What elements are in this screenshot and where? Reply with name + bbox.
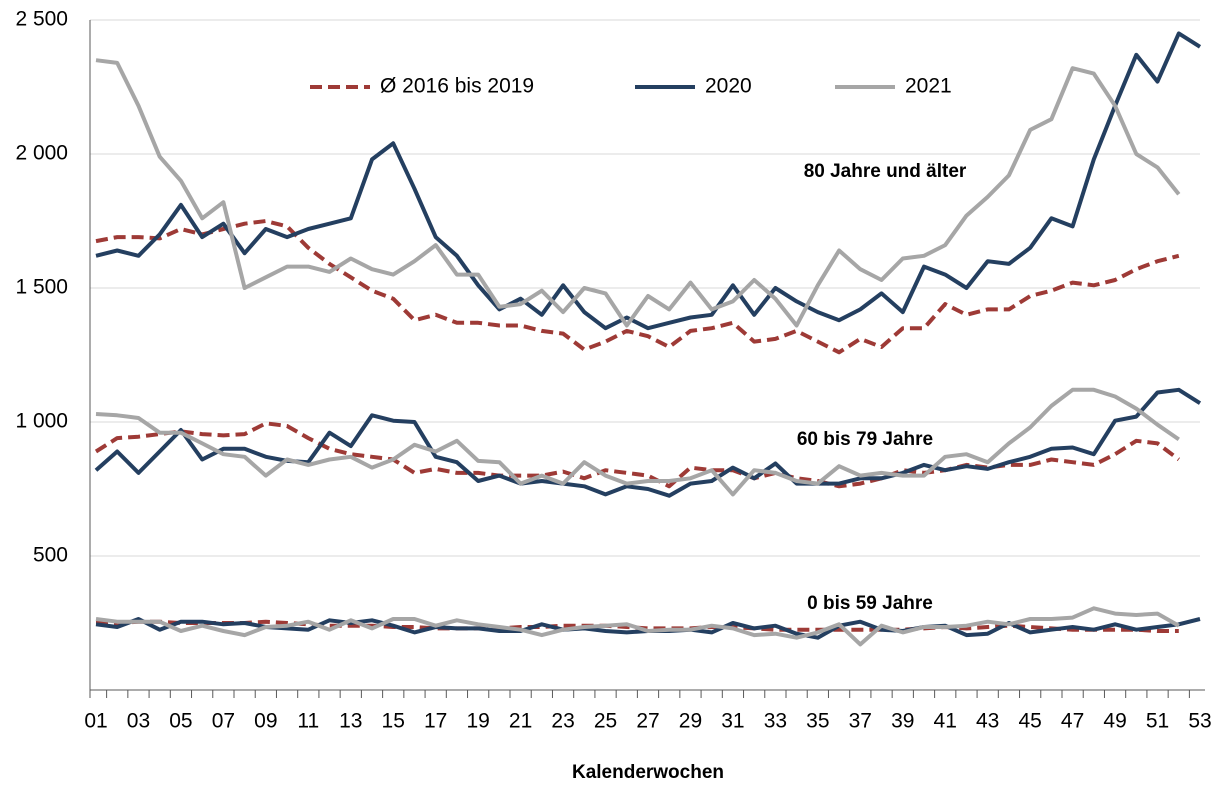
x-tick-label: 49	[1103, 710, 1126, 733]
x-tick-label: 39	[891, 710, 914, 733]
x-tick-label: 03	[127, 710, 150, 733]
series-line	[95, 58, 1181, 328]
group-label: 0 bis 59 Jahre	[807, 593, 933, 614]
x-tick-label: 21	[509, 710, 532, 733]
x-tick-label: 07	[212, 710, 235, 733]
x-tick-label: 35	[806, 710, 829, 733]
y-tick-label: 500	[33, 544, 68, 567]
group-label: 60 bis 79 Jahre	[797, 429, 933, 450]
x-tick-label: 53	[1188, 710, 1211, 733]
x-axis-label: Kalenderwochen	[572, 762, 724, 783]
x-tick-label: 01	[84, 710, 107, 733]
series-line	[95, 387, 1180, 497]
x-tick-label: 37	[849, 710, 872, 733]
legend-label: 2020	[705, 75, 752, 98]
series-line	[95, 606, 1180, 647]
x-tick-label: 41	[934, 710, 957, 733]
group-label: 80 Jahre und älter	[804, 161, 967, 182]
x-tick-label: 09	[254, 710, 277, 733]
legend-label: 2021	[905, 75, 952, 98]
x-tick-label: 45	[1018, 710, 1041, 733]
x-tick-label: 27	[636, 710, 659, 733]
legend-label: Ø 2016 bis 2019	[380, 75, 534, 98]
x-tick-label: 47	[1061, 710, 1084, 733]
x-tick-label: 23	[551, 710, 574, 733]
x-tick-label: 15	[382, 710, 405, 733]
x-tick-label: 29	[679, 710, 702, 733]
x-tick-label: 33	[764, 710, 787, 733]
series-line	[94, 387, 1202, 498]
y-tick-label: 2 000	[15, 142, 68, 165]
x-tick-label: 13	[339, 710, 362, 733]
y-tick-label: 1 500	[15, 276, 68, 299]
y-tick-label: 2 500	[15, 8, 68, 31]
x-tick-label: 25	[594, 710, 617, 733]
series-line	[95, 219, 1180, 355]
y-tick-label: 1 000	[15, 410, 68, 433]
x-tick-label: 19	[466, 710, 489, 733]
x-tick-label: 31	[721, 710, 744, 733]
x-tick-label: 51	[1146, 710, 1169, 733]
series-line	[95, 31, 1202, 331]
x-tick-label: 17	[424, 710, 447, 733]
x-tick-label: 11	[297, 710, 319, 733]
x-tick-label: 43	[976, 710, 999, 733]
x-tick-label: 05	[169, 710, 192, 733]
